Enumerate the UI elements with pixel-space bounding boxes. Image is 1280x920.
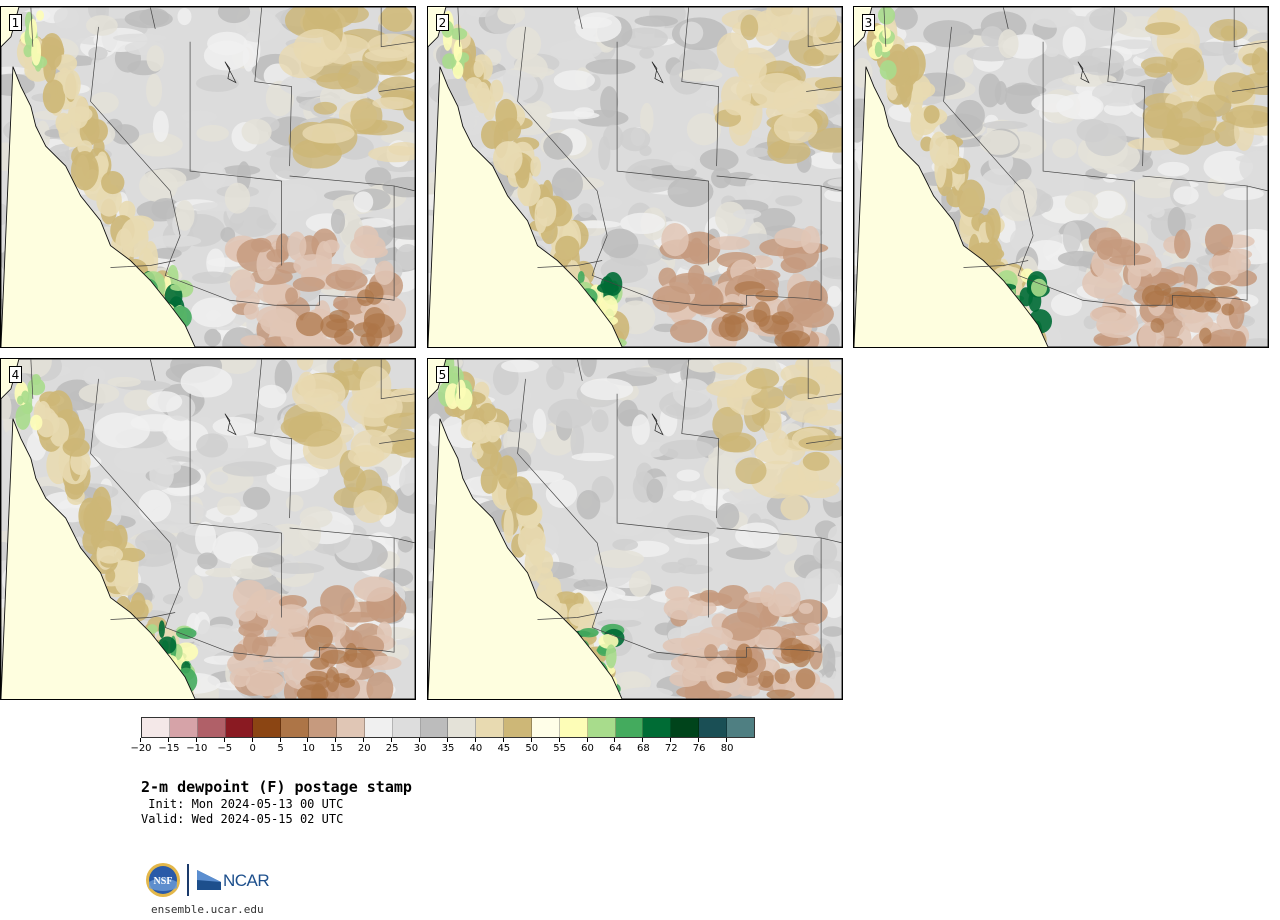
colorbar-tick: 68: [628, 738, 658, 754]
colorbar-tick: 30: [405, 738, 435, 754]
colorbar-swatch: [142, 718, 170, 737]
colorbar-tick-label: 50: [525, 743, 539, 754]
colorbar-tick-label: 10: [302, 743, 315, 754]
colorbar-swatch: [169, 718, 198, 737]
colorbar-tick-labels: −20 −15 −10 −5 0 5 10 15 20 25 30 35 40 45 50 55 60 64 68 7…: [130, 738, 755, 760]
colorbar-swatch: [309, 718, 338, 737]
colorbar-tick: 64: [600, 738, 630, 754]
colorbar-tick-label: 15: [329, 743, 343, 754]
panel-number-4: 4: [9, 366, 22, 383]
logo-group: NSF NCAR: [145, 862, 275, 898]
colorbar-tick-label: 72: [664, 743, 678, 754]
colorbar-tick-label: 0: [249, 743, 256, 754]
nsf-logo-icon: NSF: [146, 863, 180, 897]
colorbar-tick-label: 30: [413, 743, 427, 754]
colorbar-swatch: [504, 718, 533, 737]
colorbar-tick: 0: [238, 738, 268, 754]
colorbar-tick: 50: [517, 738, 547, 754]
colorbar-tick: −10: [182, 738, 212, 754]
init-time: Init: Mon 2024-05-13 00 UTC: [141, 797, 344, 811]
colorbar-tick-label: 55: [553, 743, 566, 754]
map-panel-5: 5: [427, 358, 843, 700]
colorbar-swatch: [643, 718, 672, 737]
panel-number-5: 5: [436, 366, 449, 383]
colorbar-tick: 80: [712, 738, 742, 754]
colorbar-swatch: [448, 718, 477, 737]
ncar-logo-text: NCAR: [223, 871, 270, 890]
colorbar-tick-label: 5: [277, 743, 284, 754]
colorbar-tick: 60: [573, 738, 603, 754]
colorbar-tick: 15: [321, 738, 351, 754]
website-url: ensemble.ucar.edu: [151, 903, 264, 916]
dewpoint-map-4: [1, 359, 415, 699]
nsf-logo-text: NSF: [154, 876, 173, 887]
colorbar-tick-label: 45: [497, 743, 511, 754]
colorbar-tick-label: 60: [581, 743, 594, 754]
colorbar-tick-label: 25: [385, 743, 399, 754]
colorbar-tick: 20: [349, 738, 379, 754]
dewpoint-map-1: [1, 7, 415, 347]
colorbar-tick: 72: [656, 738, 686, 754]
colorbar-swatch: [476, 718, 505, 737]
ncar-mark-icon: [197, 870, 221, 890]
colorbar-swatch: [225, 718, 254, 737]
colorbar-tick-label: 68: [636, 743, 650, 754]
plot-title: 2-m dewpoint (F) postage stamp: [141, 778, 412, 796]
dewpoint-map-3: [854, 7, 1268, 347]
colorbar-swatch: [281, 718, 310, 737]
colorbar-tick: 35: [433, 738, 463, 754]
colorbar-swatch: [197, 718, 226, 737]
ncar-logo: NCAR: [197, 868, 273, 892]
colorbar-tick-label: −10: [186, 743, 208, 754]
colorbar-swatch: [392, 718, 421, 737]
dewpoint-colorbar: [141, 717, 755, 738]
panel-number-2: 2: [436, 14, 449, 31]
colorbar-tick-label: 64: [609, 743, 622, 754]
colorbar-tick-label: 40: [469, 743, 483, 754]
colorbar-swatch: [253, 718, 282, 737]
panel-number-1: 1: [9, 14, 22, 31]
colorbar-swatch: [587, 718, 616, 737]
colorbar-swatch: [364, 718, 393, 737]
colorbar-tick: 40: [461, 738, 491, 754]
colorbar-tick-label: −15: [158, 743, 180, 754]
colorbar-swatch: [420, 718, 449, 737]
colorbar-swatch: [532, 718, 560, 737]
colorbar-swatch: [727, 718, 754, 737]
colorbar-tick-label: 20: [357, 743, 371, 754]
valid-time: Valid: Wed 2024-05-15 02 UTC: [141, 812, 344, 826]
colorbar-tick-label: 35: [441, 743, 455, 754]
colorbar-swatch: [671, 718, 700, 737]
colorbar-tick: 5: [266, 738, 296, 754]
logo-divider: [187, 864, 189, 896]
colorbar-tick-label: 76: [692, 743, 706, 754]
colorbar-swatch: [699, 718, 728, 737]
colorbar-tick: 55: [545, 738, 575, 754]
dewpoint-map-5: [428, 359, 842, 699]
colorbar-tick: 25: [377, 738, 407, 754]
colorbar-tick-label: −20: [130, 743, 152, 754]
panel-number-3: 3: [862, 14, 875, 31]
colorbar-swatch: [337, 718, 365, 737]
map-panel-3: 3: [853, 6, 1269, 348]
colorbar-tick-label: 80: [720, 743, 734, 754]
colorbar-tick: −20: [126, 738, 156, 754]
colorbar-tick: −15: [154, 738, 184, 754]
map-panel-4: 4: [0, 358, 416, 700]
colorbar-tick: −5: [210, 738, 240, 754]
colorbar-tick: 76: [684, 738, 714, 754]
colorbar-tick: 45: [489, 738, 519, 754]
map-panel-2: 2: [427, 6, 843, 348]
colorbar-tick: 10: [293, 738, 323, 754]
map-panel-1: 1: [0, 6, 416, 348]
dewpoint-map-2: [428, 7, 842, 347]
colorbar-swatch: [559, 718, 588, 737]
colorbar-swatch: [615, 718, 644, 737]
colorbar-tick-label: −5: [217, 743, 233, 754]
